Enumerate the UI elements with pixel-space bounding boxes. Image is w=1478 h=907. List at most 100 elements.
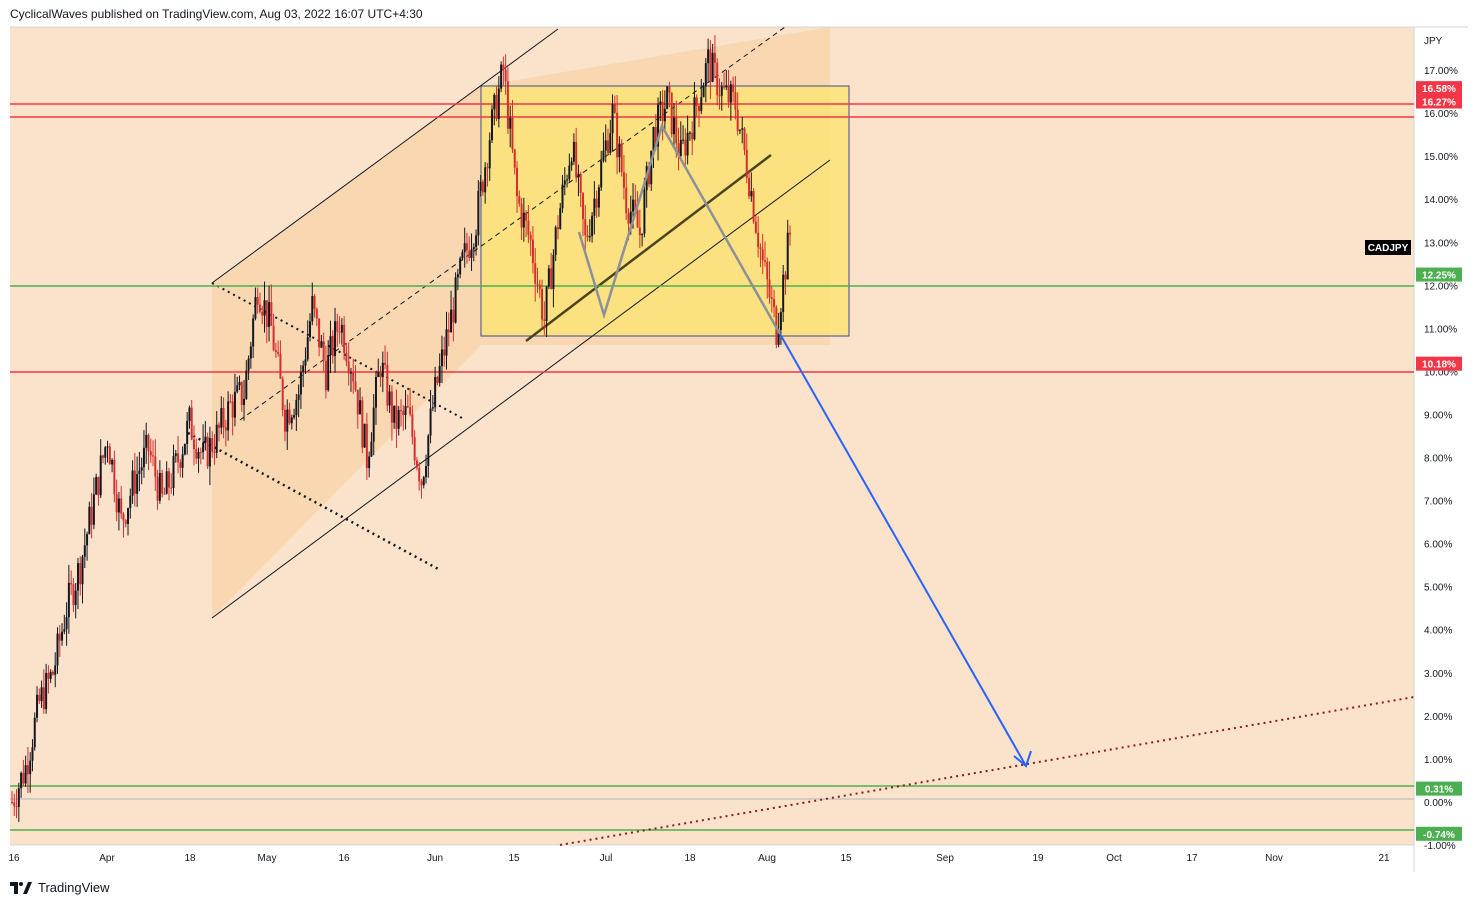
candle-body	[716, 62, 719, 96]
candle-body	[15, 806, 18, 808]
candlestick-series[interactable]	[11, 35, 791, 822]
candle-body	[627, 213, 630, 224]
candle-body	[506, 81, 509, 129]
candle-body	[97, 477, 100, 496]
candle-body	[113, 459, 116, 495]
candle-body	[377, 372, 380, 377]
candle-body	[613, 103, 616, 113]
candle-body	[684, 139, 687, 156]
tradingview-logo-icon	[10, 881, 32, 894]
candle-body	[156, 476, 159, 501]
candle-body	[243, 398, 246, 406]
candle-body	[299, 371, 302, 395]
candle-body	[40, 687, 43, 702]
level-badge-label: 12.25%	[1422, 271, 1456, 282]
candle-body	[465, 243, 468, 251]
candle-body	[352, 372, 355, 382]
channel-lower-line[interactable]	[211, 159, 831, 619]
candle-body	[86, 534, 89, 546]
candle-body	[76, 563, 79, 591]
candle-body	[584, 219, 587, 236]
y-tick-label: 2.00%	[1424, 712, 1452, 723]
candle-body	[147, 434, 150, 452]
candle-body	[158, 472, 161, 501]
candle-body	[70, 582, 73, 585]
level-badge-label: 16.27%	[1422, 97, 1456, 108]
candle-body	[400, 410, 402, 412]
target-arrow-head	[1013, 750, 1032, 768]
candle-body	[427, 435, 430, 467]
x-tick-label: 18	[184, 853, 196, 864]
candle-body	[734, 92, 737, 110]
candle-body	[572, 141, 575, 162]
candle-body	[611, 103, 614, 134]
candle-body	[49, 671, 52, 679]
level-badge	[1416, 94, 1462, 109]
candle-body	[279, 354, 282, 379]
long-dotted-trendline[interactable]	[559, 696, 1415, 846]
y-tick-label: 12.00%	[1424, 281, 1458, 292]
candle-body	[277, 352, 280, 355]
candle-body	[545, 286, 548, 321]
y-axis-unit: JPY	[1424, 36, 1443, 47]
candle-body	[36, 694, 39, 718]
candle-body	[129, 495, 132, 509]
trend-support-line[interactable]	[525, 154, 772, 342]
candle-body	[602, 150, 605, 161]
candle-body	[163, 493, 166, 495]
candle-body	[670, 92, 673, 135]
candle-body	[509, 117, 512, 129]
candle-body	[777, 329, 780, 345]
publish-header: CyclicalWaves published on TradingView.c…	[10, 7, 423, 21]
candle-body	[525, 212, 528, 221]
target-projection-arrow[interactable]	[779, 333, 1027, 767]
candle-body	[550, 268, 553, 290]
candle-body	[477, 190, 480, 236]
candle-body	[766, 261, 769, 280]
candle-body	[411, 414, 414, 438]
y-tick-label: 6.00%	[1424, 540, 1452, 551]
price-chart[interactable]: -1.00% 0.00% 1.00% 2.00% 3.00% 4.00% 5.00% 6.00…	[0, 0, 1478, 875]
candle-body	[290, 417, 293, 424]
candle-body	[702, 86, 705, 98]
candle-body	[218, 424, 221, 428]
candle-body	[663, 108, 666, 122]
candle-body	[757, 232, 760, 248]
candle-body	[67, 582, 70, 618]
candle-body	[531, 239, 534, 264]
candle-body	[131, 470, 134, 496]
level-badge-label: 16.58%	[1422, 84, 1456, 95]
candle-body	[497, 88, 500, 120]
candle-body	[527, 220, 530, 235]
candle-body	[586, 235, 589, 238]
candle-body	[245, 370, 248, 399]
candle-body	[750, 191, 753, 197]
candle-body	[127, 508, 130, 524]
candle-body	[725, 85, 728, 88]
candle-body	[211, 438, 214, 452]
candle-body	[313, 295, 316, 309]
candle-body	[559, 208, 562, 229]
candle-body	[54, 665, 57, 675]
candle-body	[192, 439, 195, 450]
y-tick-label: 3.00%	[1424, 669, 1452, 680]
candle-body	[17, 788, 20, 807]
candle-body	[188, 407, 191, 421]
level-badge-label: 10.18%	[1422, 360, 1456, 371]
candle-body	[770, 297, 773, 300]
candle-body	[650, 150, 653, 185]
candle-body	[409, 407, 412, 415]
w-pattern-projection[interactable]	[577, 122, 782, 335]
candle-body	[327, 355, 330, 391]
candle-body	[625, 187, 628, 214]
candle-body	[149, 451, 152, 456]
candle-body	[547, 268, 550, 287]
candle-body	[318, 318, 321, 348]
candle-body	[236, 385, 239, 392]
candle-body	[768, 279, 771, 298]
candle-body	[647, 166, 650, 185]
candle-body	[336, 321, 339, 332]
candle-body	[90, 506, 93, 525]
candle-body	[249, 346, 252, 359]
candle-body	[58, 633, 61, 641]
